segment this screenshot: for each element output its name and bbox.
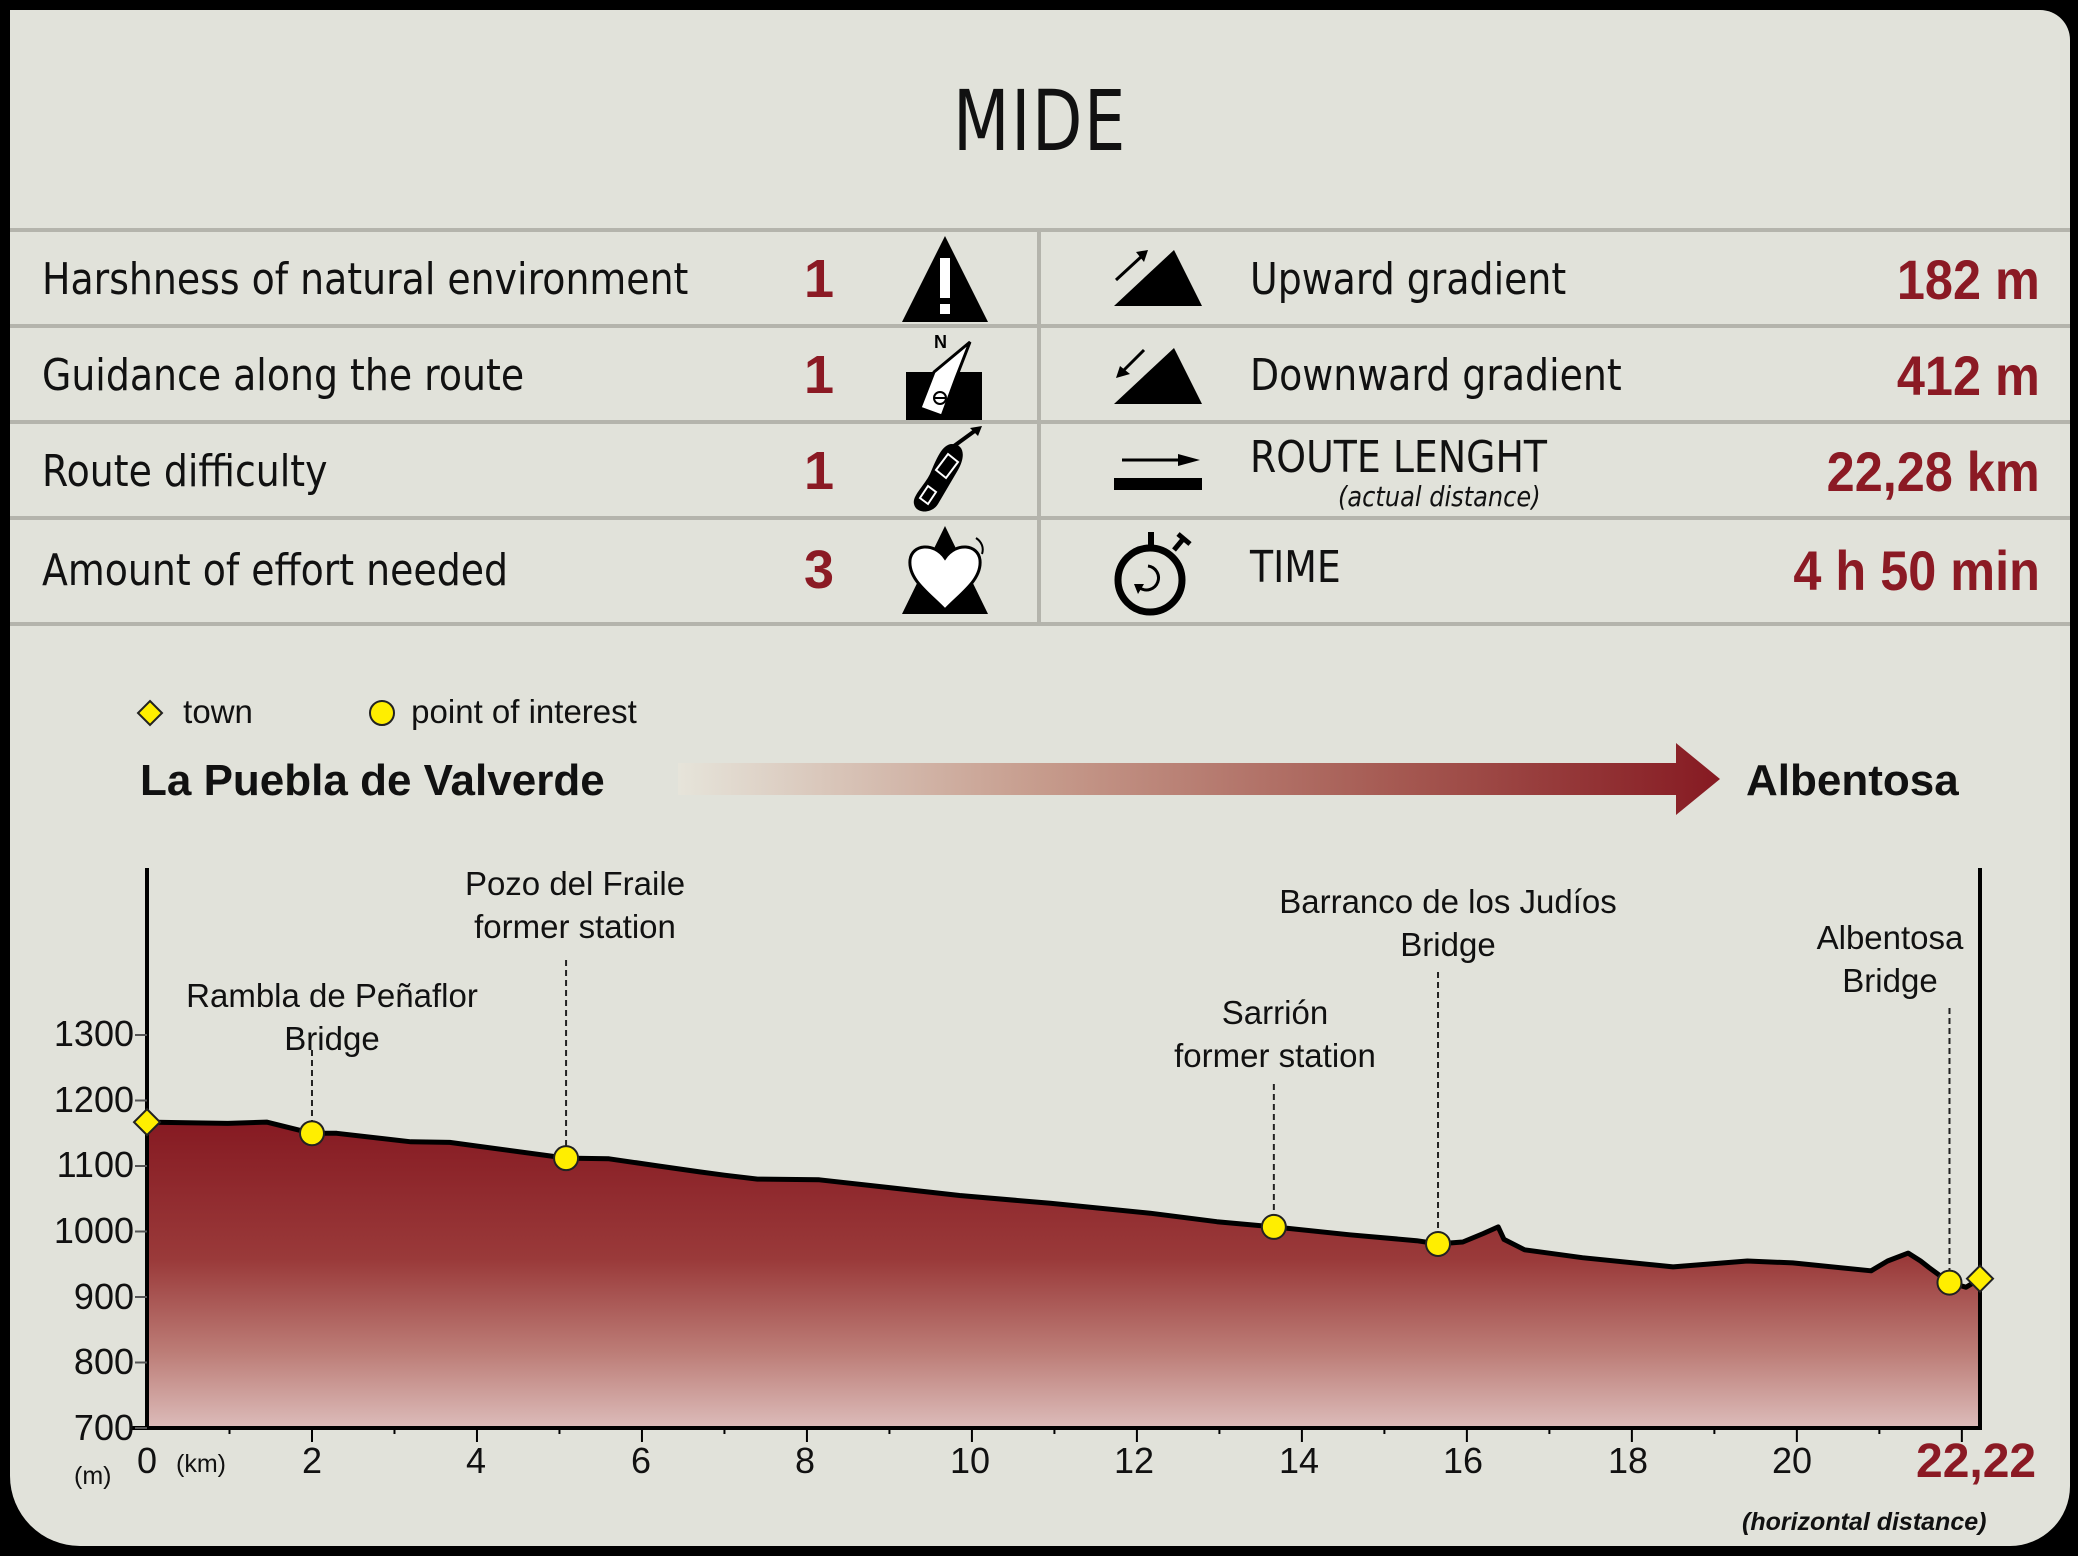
y-tick-label: 800 bbox=[73, 1341, 134, 1382]
poi-label: Rambla de Peñaflor Bridge bbox=[186, 977, 478, 1057]
x-tick-label: 6 bbox=[630, 1440, 652, 1481]
compass-orientation-icon: N bbox=[904, 332, 984, 427]
poi-marker bbox=[553, 1145, 580, 1172]
poi-marker bbox=[1425, 1230, 1452, 1257]
x-tick-label: 12 bbox=[1113, 1440, 1155, 1481]
poi-leader-lines bbox=[310, 960, 1951, 1271]
poi-marker bbox=[1936, 1269, 1963, 1296]
x-tick-label: 18 bbox=[1607, 1440, 1649, 1481]
y-tick-label: 1100 bbox=[56, 1144, 134, 1185]
x-tick-label: 4 bbox=[465, 1440, 487, 1481]
x-tick-label: 8 bbox=[794, 1440, 816, 1481]
x-end-label: 22,22 bbox=[1916, 1435, 2037, 1488]
town-marker bbox=[132, 1107, 162, 1137]
poi-label: Albentosa Bridge bbox=[1816, 919, 1964, 999]
town-marker bbox=[1965, 1264, 1995, 1294]
mide-row-guidance: Guidance along the route 1 N bbox=[42, 328, 1032, 422]
legend-town: town bbox=[136, 693, 253, 731]
y-tick-marks bbox=[135, 1034, 147, 1429]
stat-label: Upward gradient bbox=[1250, 253, 1567, 305]
y-tick-label: 1300 bbox=[53, 1013, 134, 1054]
mide-label: Harshness of natural environment bbox=[42, 253, 689, 305]
x-tick-label: 2 bbox=[301, 1440, 323, 1481]
mide-score: 1 bbox=[804, 249, 835, 309]
chart-markers bbox=[132, 1107, 1995, 1296]
elevation-chart bbox=[132, 868, 1995, 1442]
footprint-icon bbox=[904, 426, 984, 521]
heart-effort-icon bbox=[900, 524, 990, 621]
x-tick-label: 20 bbox=[1771, 1440, 1813, 1481]
x-tick-marks bbox=[228, 1428, 1963, 1442]
stat-value: 4 h 50 min bbox=[1793, 538, 2040, 602]
y-tick-label: 1200 bbox=[53, 1079, 134, 1120]
stat-row-time: TIME 4 h 50 min bbox=[1070, 520, 2040, 620]
stat-value: 182 m bbox=[1897, 247, 2040, 311]
mide-row-harshness: Harshness of natural environment 1 bbox=[42, 232, 1032, 326]
legend-poi: point of interest bbox=[368, 693, 637, 731]
x-tick-label: 10 bbox=[949, 1440, 991, 1481]
divider bbox=[1037, 228, 1041, 626]
y-tick-label: 1000 bbox=[53, 1210, 134, 1251]
poi-label: Sarrión former station bbox=[1174, 994, 1376, 1074]
stopwatch-icon bbox=[1112, 530, 1196, 623]
stat-row-length: ROUTE LENGHT (actual distance) 22,28 km bbox=[1070, 424, 2040, 518]
mide-label: Route difficulty bbox=[42, 445, 328, 497]
mide-row-difficulty: Route difficulty 1 bbox=[42, 424, 1032, 518]
legend-town-label: town bbox=[183, 693, 253, 730]
stat-value: 412 m bbox=[1897, 343, 2040, 407]
poi-marker bbox=[1260, 1213, 1287, 1240]
x-tick-label: 16 bbox=[1442, 1440, 1484, 1481]
town-diamond-icon bbox=[136, 699, 164, 727]
y-tick-label: 700 bbox=[73, 1407, 134, 1448]
mide-card: MIDE Harshness of natural environment 1 … bbox=[10, 10, 2070, 1546]
mide-label: Guidance along the route bbox=[42, 349, 525, 401]
mide-score: 1 bbox=[804, 345, 835, 405]
mide-row-effort: Amount of effort needed 3 bbox=[42, 520, 1032, 620]
y-unit-label: (m) bbox=[74, 1462, 112, 1490]
route-length-icon bbox=[1112, 452, 1204, 497]
mide-label: Amount of effort needed bbox=[42, 544, 509, 596]
poi-label: Pozo del Fraile former station bbox=[464, 865, 686, 945]
stat-label: Downward gradient bbox=[1250, 349, 1622, 401]
page-title: MIDE bbox=[953, 72, 1127, 170]
mountain-warning-icon bbox=[900, 234, 990, 329]
x-unit-label: (km) bbox=[176, 1450, 226, 1478]
downward-gradient-icon bbox=[1112, 346, 1204, 411]
x-tick-label: 14 bbox=[1278, 1440, 1320, 1481]
mide-score: 1 bbox=[804, 441, 835, 501]
stat-label: ROUTE LENGHT bbox=[1250, 432, 1548, 483]
stat-label: TIME bbox=[1250, 542, 1341, 593]
mide-score: 3 bbox=[804, 540, 835, 600]
poi-circle-icon bbox=[369, 700, 395, 726]
x-tick-label: 0 bbox=[136, 1440, 158, 1481]
mide-table: Harshness of natural environment 1 Guida… bbox=[10, 228, 2070, 626]
svg-text:N: N bbox=[934, 332, 947, 352]
stat-sublabel: (actual distance) bbox=[1338, 480, 1541, 513]
legend-poi-label: point of interest bbox=[411, 693, 637, 730]
elevation-area bbox=[147, 1122, 1980, 1428]
stat-value: 22,28 km bbox=[1827, 439, 2040, 503]
route-end: Albentosa bbox=[1746, 756, 1959, 805]
route-start: La Puebla de Valverde bbox=[140, 756, 605, 805]
poi-marker bbox=[298, 1120, 325, 1147]
stat-row-downward: Downward gradient 412 m bbox=[1070, 328, 2040, 422]
direction-arrow-icon bbox=[678, 743, 1720, 815]
poi-label: Barranco de los Judíos Bridge bbox=[1279, 883, 1617, 963]
x-note: (horizontal distance) bbox=[1742, 1508, 1987, 1536]
stat-row-upward: Upward gradient 182 m bbox=[1070, 232, 2040, 326]
y-tick-label: 900 bbox=[73, 1276, 134, 1317]
elevation-line bbox=[146, 1119, 1982, 1290]
upward-gradient-icon bbox=[1112, 248, 1204, 313]
